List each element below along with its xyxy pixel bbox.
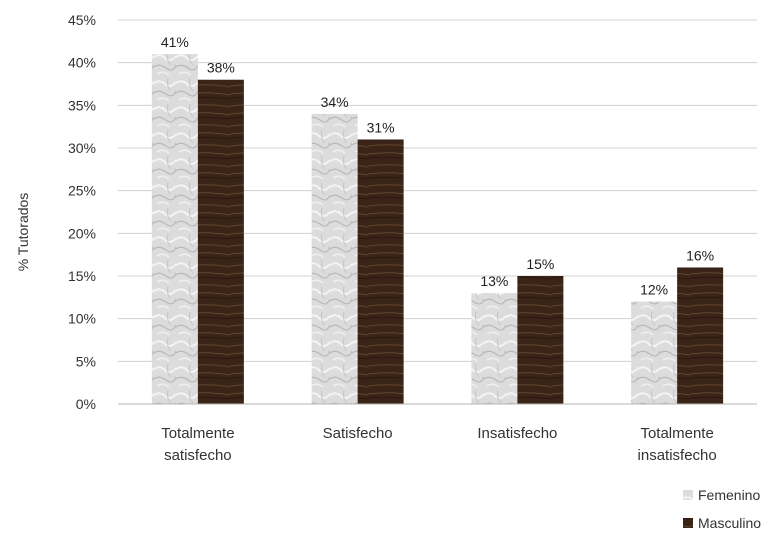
y-tick-label: 45% bbox=[68, 12, 96, 28]
bar-femenino-1 bbox=[311, 113, 358, 404]
legend-swatch-masculino bbox=[683, 518, 693, 528]
bar-masculino-1 bbox=[357, 139, 404, 404]
y-tick-label: 5% bbox=[76, 353, 96, 369]
data-label: 34% bbox=[321, 94, 349, 110]
data-label: 31% bbox=[367, 119, 395, 135]
y-tick-label: 30% bbox=[68, 140, 96, 156]
bar-masculino-3 bbox=[677, 267, 724, 404]
y-axis-title: % Tutorados bbox=[15, 193, 31, 272]
bar-femenino-0 bbox=[151, 54, 198, 405]
data-label: 41% bbox=[161, 34, 189, 50]
data-labels: 41% 38% 34% 31% 13% 15% 12% 16% bbox=[161, 34, 714, 297]
category-label: Totalmente bbox=[640, 425, 713, 442]
legend-label: Femenino bbox=[698, 487, 760, 503]
bar-masculino-2 bbox=[517, 276, 564, 404]
y-tick-label: 40% bbox=[68, 55, 96, 71]
bar-femenino-2 bbox=[471, 293, 518, 404]
legend: Femenino Masculino bbox=[683, 487, 761, 531]
y-tick-label: 25% bbox=[68, 183, 96, 199]
category-label: Insatisfecho bbox=[477, 425, 557, 442]
y-tick-label: 35% bbox=[68, 97, 96, 113]
category-label: satisfecho bbox=[164, 447, 232, 464]
bar-masculino-0 bbox=[197, 79, 244, 404]
y-axis-ticks: 0% 5% 10% 15% 20% 25% 30% 35% 40% 45% bbox=[68, 12, 96, 412]
data-label: 12% bbox=[640, 282, 668, 298]
y-tick-label: 15% bbox=[68, 268, 96, 284]
category-label: insatisfecho bbox=[638, 447, 717, 464]
bars bbox=[151, 54, 724, 405]
category-label: Totalmente bbox=[161, 425, 234, 442]
legend-swatch-femenino bbox=[683, 490, 693, 500]
data-label: 15% bbox=[526, 256, 554, 272]
data-label: 13% bbox=[480, 273, 508, 289]
y-tick-label: 0% bbox=[76, 396, 96, 412]
y-tick-label: 10% bbox=[68, 311, 96, 327]
x-axis-categories: Totalmente satisfecho Satisfecho Insatisfec… bbox=[161, 425, 717, 464]
category-label: Satisfecho bbox=[323, 425, 393, 442]
data-label: 38% bbox=[207, 60, 235, 76]
y-tick-label: 20% bbox=[68, 225, 96, 241]
data-label: 16% bbox=[686, 247, 714, 263]
legend-label: Masculino bbox=[698, 515, 761, 531]
bar-femenino-3 bbox=[631, 301, 678, 404]
